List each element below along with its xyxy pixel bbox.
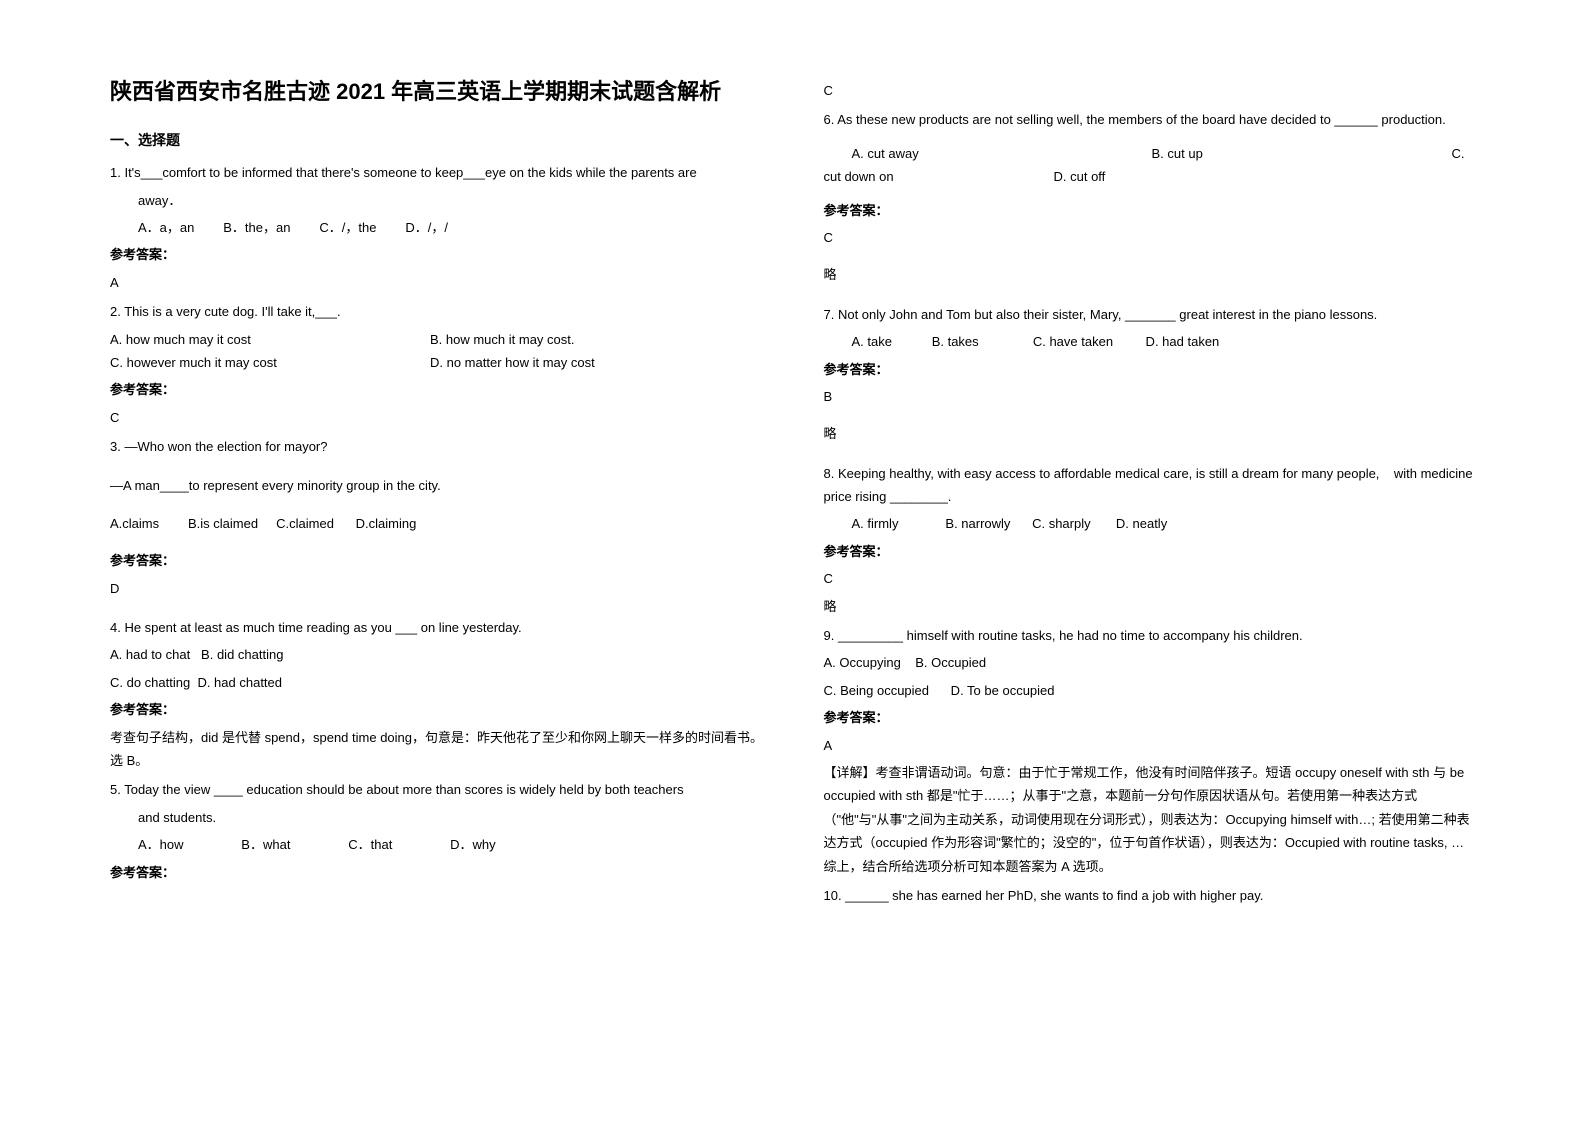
question-10: 10. ______ she has earned her PhD, she w… [824, 884, 1478, 907]
q7-note: 略 [824, 422, 1478, 445]
q2-optA: A. how much may it cost [110, 328, 430, 351]
q9-explanation: 【详解】考查非谓语动词。句意：由于忙于常规工作，他没有时间陪伴孩子。短语 occ… [824, 761, 1478, 878]
q8-answer: C [824, 567, 1478, 590]
right-column: C 6. As these new products are not selli… [794, 75, 1493, 1082]
q4-explanation: 考查句子结构，did 是代替 spend，spend time doing，句意… [110, 726, 764, 773]
q7-answer: B [824, 385, 1478, 408]
q5-answer-label: 参考答案： [110, 861, 764, 884]
question-8: 8. Keeping healthy, with easy access to … [824, 462, 1478, 509]
q6-answer: C [824, 226, 1478, 249]
left-column: 陕西省西安市名胜古迹 2021 年高三英语上学期期末试题含解析 一、选择题 1.… [95, 75, 794, 1082]
q2-answer: C [110, 406, 764, 429]
q1-text: 1. It's___comfort to be informed that th… [110, 165, 697, 180]
q6-note: 略 [824, 263, 1478, 286]
question-5: 5. Today the view ____ education should … [110, 778, 764, 801]
q6-options-row2: cut down on D. cut off [824, 165, 1478, 188]
question-1: 1. It's___comfort to be informed that th… [110, 161, 764, 184]
q1-answer-label: 参考答案： [110, 243, 764, 266]
q4-answer-label: 参考答案： [110, 698, 764, 721]
q3-answer: D [110, 577, 764, 600]
q2-options-row1: A. how much may it cost B. how much it m… [110, 328, 764, 351]
q1-answer: A [110, 271, 764, 294]
q6-optC2: cut down on [824, 165, 1054, 188]
q6-answer-label: 参考答案： [824, 199, 1478, 222]
question-9: 9. _________ himself with routine tasks,… [824, 624, 1478, 647]
document-title: 陕西省西安市名胜古迹 2021 年高三英语上学期期末试题含解析 [110, 75, 764, 108]
q1-text2: away． [110, 189, 764, 212]
q1-options: A．a，an B．the，an C．/，the D．/，/ [110, 216, 764, 239]
q2-optD: D. no matter how it may cost [430, 351, 595, 374]
section-heading: 一、选择题 [110, 128, 764, 153]
q2-optC: C. however much it may cost [110, 351, 430, 374]
q3-options: A.claims B.is claimed C.claimed D.claimi… [110, 512, 764, 535]
question-3-line1: 3. —Who won the election for mayor? [110, 435, 764, 458]
q8-options: A. firmly B. narrowly C. sharply D. neat… [824, 512, 1478, 535]
q4-optAB: A. had to chat B. did chatting [110, 643, 764, 666]
q2-answer-label: 参考答案： [110, 378, 764, 401]
q9-optAB: A. Occupying B. Occupied [824, 651, 1478, 674]
q2-optB: B. how much it may cost. [430, 328, 575, 351]
q4-optCD: C. do chatting D. had chatted [110, 671, 764, 694]
question-3-line2: —A man____to represent every minority gr… [110, 474, 764, 497]
q3-answer-label: 参考答案： [110, 549, 764, 572]
q8-note: 略 [824, 595, 1478, 618]
q5-answer: C [824, 79, 1478, 102]
q9-answer-label: 参考答案： [824, 706, 1478, 729]
q7-options: A. take B. takes C. have taken D. had ta… [824, 330, 1478, 353]
q6-optD: D. cut off [1054, 165, 1106, 188]
q8-answer-label: 参考答案： [824, 540, 1478, 563]
q9-optCD: C. Being occupied D. To be occupied [824, 679, 1478, 702]
question-4: 4. He spent at least as much time readin… [110, 616, 764, 639]
q6-optC: C. [1452, 142, 1465, 165]
q7-answer-label: 参考答案： [824, 358, 1478, 381]
q6-optA: A. cut away [852, 142, 1152, 165]
question-6: 6. As these new products are not selling… [824, 108, 1478, 131]
q9-answer: A [824, 734, 1478, 757]
q5-options: A．how B．what C．that D．why [110, 833, 764, 856]
question-7: 7. Not only John and Tom but also their … [824, 303, 1478, 326]
question-2: 2. This is a very cute dog. I'll take it… [110, 300, 764, 323]
q5-text2: and students. [110, 806, 764, 829]
q6-options-row1: A. cut away B. cut up C. [824, 142, 1478, 165]
q6-optB: B. cut up [1152, 142, 1452, 165]
q2-options-row2: C. however much it may cost D. no matter… [110, 351, 764, 374]
